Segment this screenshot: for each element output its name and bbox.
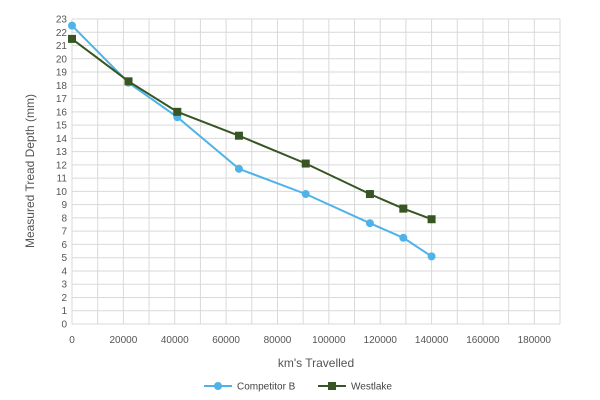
series-layer bbox=[68, 21, 436, 261]
x-tick-label: 100000 bbox=[312, 335, 346, 346]
y-tick-label: 12 bbox=[56, 160, 68, 171]
y-tick-label: 0 bbox=[61, 320, 67, 331]
x-tick-label: 120000 bbox=[364, 335, 398, 346]
y-tick-label: 19 bbox=[56, 68, 68, 79]
data-point bbox=[301, 159, 310, 168]
data-point bbox=[234, 131, 243, 140]
legend-label: Competitor B bbox=[237, 382, 296, 393]
x-tick-label: 80000 bbox=[264, 335, 292, 346]
y-tick-label: 22 bbox=[56, 28, 68, 39]
legend-marker bbox=[214, 382, 222, 390]
y-tick-label: 16 bbox=[56, 107, 68, 118]
y-tick-label: 1 bbox=[61, 306, 67, 317]
x-axis-ticks: 0 20000 40000 60000 80000 100000 120000 140000 1… bbox=[69, 335, 551, 346]
y-tick-label: 6 bbox=[61, 240, 67, 251]
legend-item: Competitor B bbox=[204, 382, 296, 393]
y-tick-label: 2 bbox=[61, 293, 67, 304]
y-tick-label: 9 bbox=[61, 200, 67, 211]
x-tick-label: 160000 bbox=[466, 335, 500, 346]
x-tick-label: 40000 bbox=[161, 335, 189, 346]
x-axis-title: km's Travelled bbox=[278, 356, 354, 370]
data-point bbox=[234, 164, 243, 173]
y-tick-label: 8 bbox=[61, 213, 67, 224]
data-point bbox=[124, 77, 133, 86]
x-tick-label: 20000 bbox=[109, 335, 137, 346]
data-point bbox=[365, 190, 374, 199]
data-point bbox=[399, 233, 408, 242]
y-tick-label: 17 bbox=[56, 94, 68, 105]
x-tick-label: 180000 bbox=[518, 335, 552, 346]
data-point bbox=[427, 252, 436, 261]
y-tick-label: 7 bbox=[61, 227, 67, 238]
legend-label: Westlake bbox=[351, 382, 392, 393]
data-point bbox=[68, 21, 76, 30]
series-1 bbox=[68, 34, 436, 224]
series-line bbox=[71, 24, 433, 258]
y-tick-label: 14 bbox=[56, 134, 68, 145]
chart-grid bbox=[71, 18, 561, 325]
series-line bbox=[71, 38, 432, 221]
data-point bbox=[427, 215, 436, 224]
y-tick-label: 10 bbox=[56, 187, 68, 198]
data-point bbox=[173, 107, 182, 116]
data-point bbox=[301, 190, 310, 199]
x-tick-label: 0 bbox=[69, 335, 75, 346]
y-tick-label: 3 bbox=[61, 280, 67, 291]
data-point bbox=[365, 219, 374, 228]
y-tick-label: 5 bbox=[61, 253, 67, 264]
data-point bbox=[68, 34, 76, 43]
y-tick-label: 4 bbox=[61, 266, 67, 277]
legend-item: Westlake bbox=[318, 382, 392, 393]
y-tick-label: 21 bbox=[56, 41, 68, 52]
y-tick-label: 20 bbox=[56, 54, 68, 65]
y-tick-label: 23 bbox=[56, 15, 68, 26]
y-tick-label: 18 bbox=[56, 81, 68, 92]
x-tick-label: 60000 bbox=[212, 335, 240, 346]
legend-marker bbox=[328, 382, 336, 390]
x-tick-label: 140000 bbox=[415, 335, 449, 346]
y-tick-label: 15 bbox=[56, 121, 68, 132]
legend: Competitor B Westlake bbox=[204, 382, 392, 393]
y-axis-title: Measured Tread Depth (mm) bbox=[23, 94, 37, 248]
y-tick-label: 13 bbox=[56, 147, 68, 158]
y-tick-label: 11 bbox=[57, 174, 68, 185]
data-point bbox=[399, 204, 408, 213]
